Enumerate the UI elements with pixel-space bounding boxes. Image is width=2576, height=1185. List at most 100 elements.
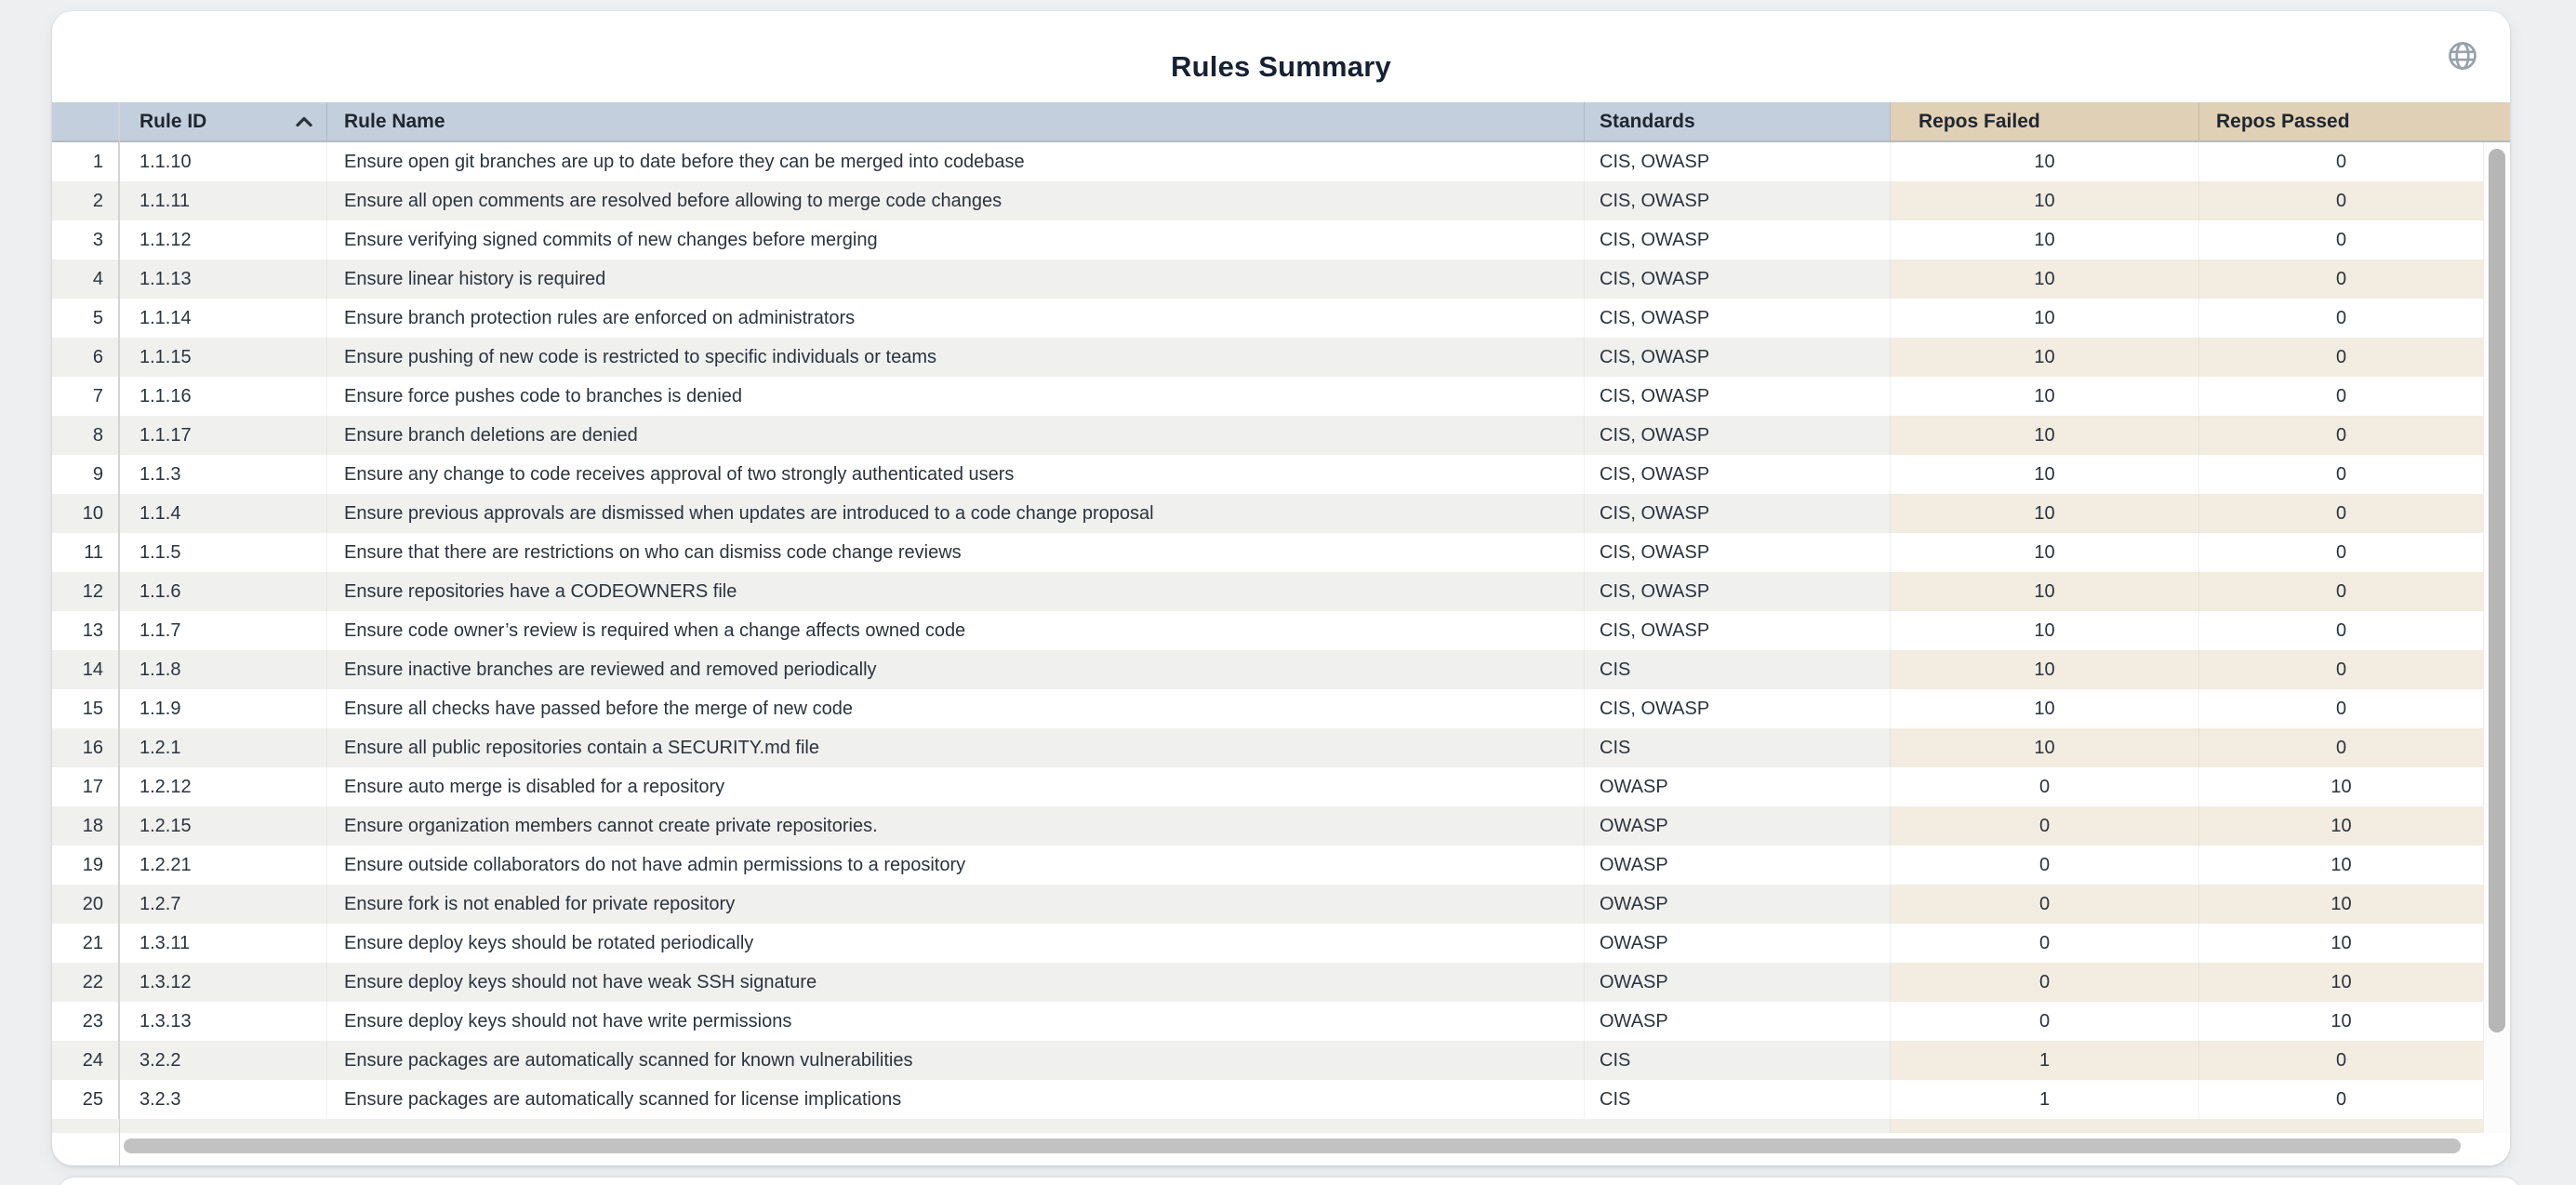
cell-standards: CIS, OWASP <box>1585 220 1891 260</box>
cell-standards: CIS, OWASP <box>1585 181 1891 220</box>
cell-rule_name: Ensure organization members cannot creat… <box>327 806 1585 845</box>
column-header-rule_name[interactable]: Rule Name <box>327 102 1585 140</box>
globe-icon[interactable] <box>2446 39 2479 73</box>
table-row: 20 1.2.7 Ensure fork is not enabled for pr… <box>52 885 2510 924</box>
cell-rule_id: 3.2.2 <box>119 1041 327 1080</box>
cell-standards: CIS, OWASP <box>1585 533 1891 572</box>
cell-index: 17 <box>52 767 119 806</box>
cell-index: 23 <box>52 1002 119 1041</box>
cell-rule_name: Ensure outside collaborators do not have… <box>327 845 1585 885</box>
cell-standards: OWASP <box>1585 767 1891 806</box>
cell-repos_failed: 10 <box>1891 338 2199 377</box>
cell-rule_id: 1.1.3 <box>119 455 327 494</box>
horizontal-scrollbar-thumb[interactable] <box>124 1138 2461 1153</box>
table-row: 23 1.3.13 Ensure deploy keys should not ha… <box>52 1002 2510 1041</box>
cell-index: 19 <box>52 845 119 885</box>
cell-repos_failed: 0 <box>1891 806 2199 845</box>
cell-rule_id: 1.1.6 <box>119 572 327 611</box>
table-row: 22 1.3.12 Ensure deploy keys should not ha… <box>52 963 2510 1002</box>
cell-rule_id: 1.1.4 <box>119 494 327 533</box>
cell-repos_failed: 10 <box>1891 455 2199 494</box>
cell-rule_id: 1.3.13 <box>119 1002 327 1041</box>
cell-repos_passed: 0 <box>2199 455 2483 494</box>
cell-rule_id: 1.3.12 <box>119 963 327 1002</box>
cell-rule_name: Ensure pushing of new code is restricted… <box>327 338 1585 377</box>
cell-standards: CIS, OWASP <box>1585 689 1891 728</box>
cell-index: 15 <box>52 689 119 728</box>
cell-standards: CIS <box>1585 1041 1891 1080</box>
cell-repos_passed: 0 <box>2199 220 2483 260</box>
table-row: 24 3.2.2 Ensure packages are automatically… <box>52 1041 2510 1080</box>
cell-rule_name: Ensure packages are automatically scanne… <box>327 1080 1585 1119</box>
cell-index: 1 <box>52 142 119 181</box>
column-header-standards[interactable]: Standards <box>1585 102 1891 140</box>
column-header-label: Standards <box>1600 110 1695 132</box>
cell-index: 12 <box>52 572 119 611</box>
cell-repos_failed: 0 <box>1891 963 2199 1002</box>
cell-repos_failed: 10 <box>1891 299 2199 338</box>
cell-rule_id: 1.1.16 <box>119 377 327 416</box>
cell-repos_passed: 0 <box>2199 299 2483 338</box>
table-row: 1 1.1.10 Ensure open git branches are up t… <box>52 142 2510 181</box>
cell-index: 9 <box>52 455 119 494</box>
cell-rule_name: Ensure previous approvals are dismissed … <box>327 494 1585 533</box>
cell-repos_passed: 0 <box>2199 1080 2483 1119</box>
table-row: 3 1.1.12 Ensure verifying signed commits o… <box>52 220 2510 260</box>
cell-index: 6 <box>52 338 119 377</box>
cell-repos_passed: 0 <box>2199 338 2483 377</box>
cell-repos_failed: 10 <box>1891 142 2199 181</box>
cell-rule_name: Ensure deploy keys should not have weak … <box>327 963 1585 1002</box>
cell-repos_passed: 0 <box>2199 377 2483 416</box>
cell-repos_passed: 0 <box>2199 181 2483 220</box>
table-row: 12 1.1.6 Ensure repositories have a CODEOW… <box>52 572 2510 611</box>
cell-repos_failed: 10 <box>1891 220 2199 260</box>
cell-standards: OWASP <box>1585 963 1891 1002</box>
cell-standards: CIS, OWASP <box>1585 260 1891 299</box>
cell-index: 25 <box>52 1080 119 1119</box>
cell-repos_failed: 10 <box>1891 260 2199 299</box>
column-header-repos_failed[interactable]: Repos Failed <box>1891 102 2199 140</box>
cell-rule_id: 1.1.12 <box>119 220 327 260</box>
cell-repos_passed: 0 <box>2199 650 2483 689</box>
table-row: 25 3.2.3 Ensure packages are automatically… <box>52 1080 2510 1119</box>
vertical-scrollbar-thumb[interactable] <box>2489 149 2505 1032</box>
cell-rule_id: 1.3.11 <box>119 924 327 963</box>
cell-rule_id: 1.1.13 <box>119 260 327 299</box>
rules-summary-card: Rules Summary Rule ID Rule Name Standards R… <box>52 11 2510 1165</box>
cell-repos_failed: 10 <box>1891 728 2199 767</box>
cell-rule_name: Ensure deploy keys should be rotated per… <box>327 924 1585 963</box>
cell-rule_name: Ensure linear history is required <box>327 260 1585 299</box>
table-row: 7 1.1.16 Ensure force pushes code to branc… <box>52 377 2510 416</box>
column-header-label: Rule ID <box>139 110 207 132</box>
cell-standards: OWASP <box>1585 845 1891 885</box>
cell-index: 4 <box>52 260 119 299</box>
table-row: 16 1.2.1 Ensure all public repositories co… <box>52 728 2510 767</box>
partial-row-right-segment <box>1891 1119 2483 1133</box>
cell-repos_passed: 0 <box>2199 260 2483 299</box>
table-row: 10 1.1.4 Ensure previous approvals are dis… <box>52 494 2510 533</box>
cell-repos_failed: 10 <box>1891 416 2199 455</box>
cell-rule_id: 3.2.3 <box>119 1080 327 1119</box>
cell-index: 14 <box>52 650 119 689</box>
cell-standards: OWASP <box>1585 806 1891 845</box>
cell-index: 7 <box>52 377 119 416</box>
column-header-repos_passed[interactable]: Repos Passed <box>2199 102 2510 140</box>
cell-rule_id: 1.1.14 <box>119 299 327 338</box>
sort-ascending-icon <box>296 116 312 126</box>
cell-index: 2 <box>52 181 119 220</box>
cell-standards: CIS, OWASP <box>1585 455 1891 494</box>
cell-rule_id: 1.2.12 <box>119 767 327 806</box>
cell-repos_failed: 10 <box>1891 572 2199 611</box>
column-header-index[interactable] <box>52 102 119 140</box>
cell-repos_passed: 0 <box>2199 416 2483 455</box>
cell-rule_name: Ensure deploy keys should not have write… <box>327 1002 1585 1041</box>
cell-rule_name: Ensure code owner’s review is required w… <box>327 611 1585 650</box>
cell-repos_passed: 10 <box>2199 1002 2483 1041</box>
cell-standards: CIS, OWASP <box>1585 338 1891 377</box>
cell-rule_id: 1.1.9 <box>119 689 327 728</box>
column-header-rule_id[interactable]: Rule ID <box>119 102 327 140</box>
cell-rule_name: Ensure open git branches are up to date … <box>327 142 1585 181</box>
table-row: 19 1.2.21 Ensure outside collaborators do … <box>52 845 2510 885</box>
cell-index: 3 <box>52 220 119 260</box>
cell-standards: CIS <box>1585 1080 1891 1119</box>
